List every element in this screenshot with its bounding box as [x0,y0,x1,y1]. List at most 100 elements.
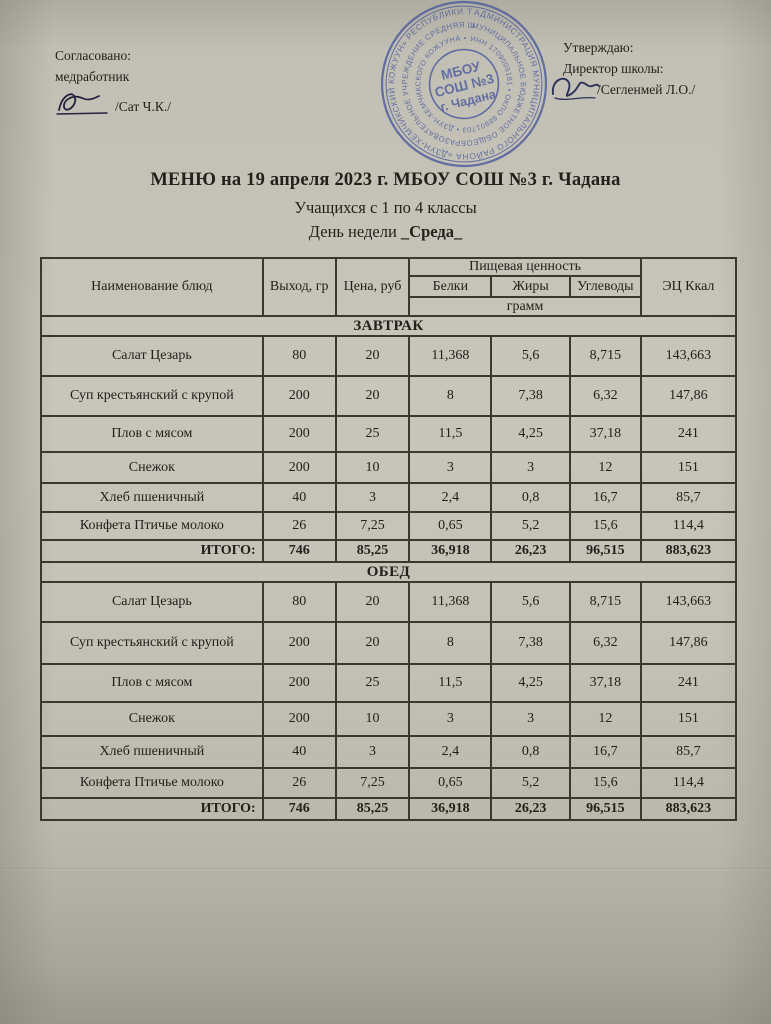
fat-value: 5,2 [490,511,571,541]
table-row: Конфета Птичье молоко 26 7,25 0,65 5,2 1… [40,767,738,799]
kcal-value: 147,86 [639,621,738,665]
kcal-value: 85,7 [639,482,738,513]
protein-value: 11,368 [408,335,493,377]
dish-name: Суп крестьянский с крупой [40,621,264,665]
table-row: Салат Цезарь 80 20 11,368 5,6 8,715 143,… [40,581,738,623]
carbs-value: 6,32 [568,375,642,417]
col-header-dish-name: Наименование блюд [40,257,264,317]
total-fat: 26,23 [490,797,571,821]
dish-name: Снежок [40,451,264,484]
protein-value: 0,65 [408,511,493,541]
total-output: 746 [261,797,337,821]
school-stamp: АДМИНИСТРАЦИЯ МУНИЦИПАЛЬНОГО РАЙОНА «ДЗУ… [367,0,554,172]
carbs-value: 16,7 [568,482,642,513]
dish-name: Плов с мясом [40,415,264,453]
dish-name: Хлеб пшеничный [40,482,264,513]
document-title: МЕНЮ на 19 апреля 2023 г. МБОУ СОШ №3 г.… [150,170,621,190]
col-header-price: Цена, руб [334,257,411,317]
total-carbs: 96,515 [568,797,642,821]
kcal-value: 241 [639,663,738,703]
approval-right-name: /Сегленмей Л.О./ [597,81,696,97]
table-row: Снежок 200 10 3 3 12 151 [40,701,738,737]
price-value: 3 [334,482,411,513]
output-value: 40 [261,482,337,513]
total-carbs: 96,515 [568,539,642,563]
output-value: 200 [261,451,337,484]
col-header-gram: грамм [408,296,642,317]
approval-right-block: Утверждаю: Директор школы: /Сегленмей Л.… [551,38,696,101]
total-label: ИТОГО: [40,797,264,821]
price-value: 25 [334,415,411,453]
output-value: 200 [261,701,337,737]
approval-left-line1: Согласовано: [55,48,131,63]
kcal-value: 151 [639,451,738,484]
protein-value: 3 [408,701,493,737]
kcal-value: 151 [639,701,738,737]
kcal-value: 241 [639,415,738,453]
dish-name: Плов с мясом [40,663,264,703]
carbs-value: 15,6 [568,511,642,541]
total-kcal: 883,623 [639,797,738,821]
output-value: 80 [261,335,337,377]
carbs-value: 8,715 [568,581,642,623]
table-row: Суп крестьянский с крупой 200 20 8 7,38 … [40,621,738,665]
carbs-value: 16,7 [568,735,642,769]
fat-value: 4,25 [490,663,571,703]
dish-name: Конфета Птичье молоко [40,511,264,541]
fat-value: 4,25 [490,415,571,453]
section-title: ЗАВТРАК [40,315,737,337]
approval-left-line2: медработник [55,68,130,84]
col-header-nutrition: Пищевая ценность [408,257,642,277]
total-protein: 36,918 [408,539,493,563]
total-label: ИТОГО: [40,539,264,563]
total-price: 85,25 [334,797,411,821]
breakfast-total-row: ИТОГО: 746 85,25 36,918 26,23 96,515 883… [40,539,738,563]
table-row: Снежок 200 10 3 3 12 151 [40,451,738,484]
dish-name: Салат Цезарь [40,335,264,377]
fat-value: 5,6 [490,335,571,377]
price-value: 10 [334,451,411,484]
protein-value: 8 [408,621,493,665]
section-breakfast: ЗАВТРАК [40,315,737,337]
protein-value: 11,368 [408,581,493,623]
protein-value: 8 [408,375,493,417]
output-value: 26 [261,767,337,799]
day-prefix: День недели [308,222,401,241]
kcal-value: 85,7 [639,735,738,769]
table-row: Плов с мясом 200 25 11,5 4,25 37,18 241 [40,663,738,703]
fat-value: 7,38 [490,375,571,417]
protein-value: 11,5 [408,415,493,453]
kcal-value: 143,663 [639,581,738,623]
total-price: 85,25 [334,539,411,563]
dish-name: Конфета Птичье молоко [40,767,264,799]
fat-value: 5,2 [490,767,571,799]
col-header-kcal: ЭЦ Ккал [639,257,738,317]
protein-value: 11,5 [408,663,493,703]
col-header-protein: Белки [408,275,493,298]
section-title: ОБЕД [40,561,737,583]
approval-right-line1: Утверждаю: [563,40,634,55]
director-signature [551,77,600,100]
output-value: 200 [261,415,337,453]
col-header-output: Выход, гр [261,257,337,317]
dish-name: Хлеб пшеничный [40,735,264,769]
total-kcal: 883,623 [639,539,738,563]
carbs-value: 12 [568,701,642,737]
kcal-value: 143,663 [639,335,738,377]
output-value: 80 [261,581,337,623]
protein-value: 0,65 [408,767,493,799]
price-value: 3 [334,735,411,769]
total-output: 746 [261,539,337,563]
fat-value: 7,38 [490,621,571,665]
price-value: 20 [334,621,411,665]
fat-value: 0,8 [490,482,571,513]
carbs-value: 12 [568,451,642,484]
fat-value: 3 [490,701,571,737]
table-row: Хлеб пшеничный 40 3 2,4 0,8 16,7 85,7 [40,735,738,769]
fat-value: 5,6 [490,581,571,623]
output-value: 40 [261,735,337,769]
price-value: 7,25 [334,767,411,799]
col-header-carbs: Углеводы [568,275,642,298]
carbs-value: 37,18 [568,415,642,453]
carbs-value: 8,715 [568,335,642,377]
